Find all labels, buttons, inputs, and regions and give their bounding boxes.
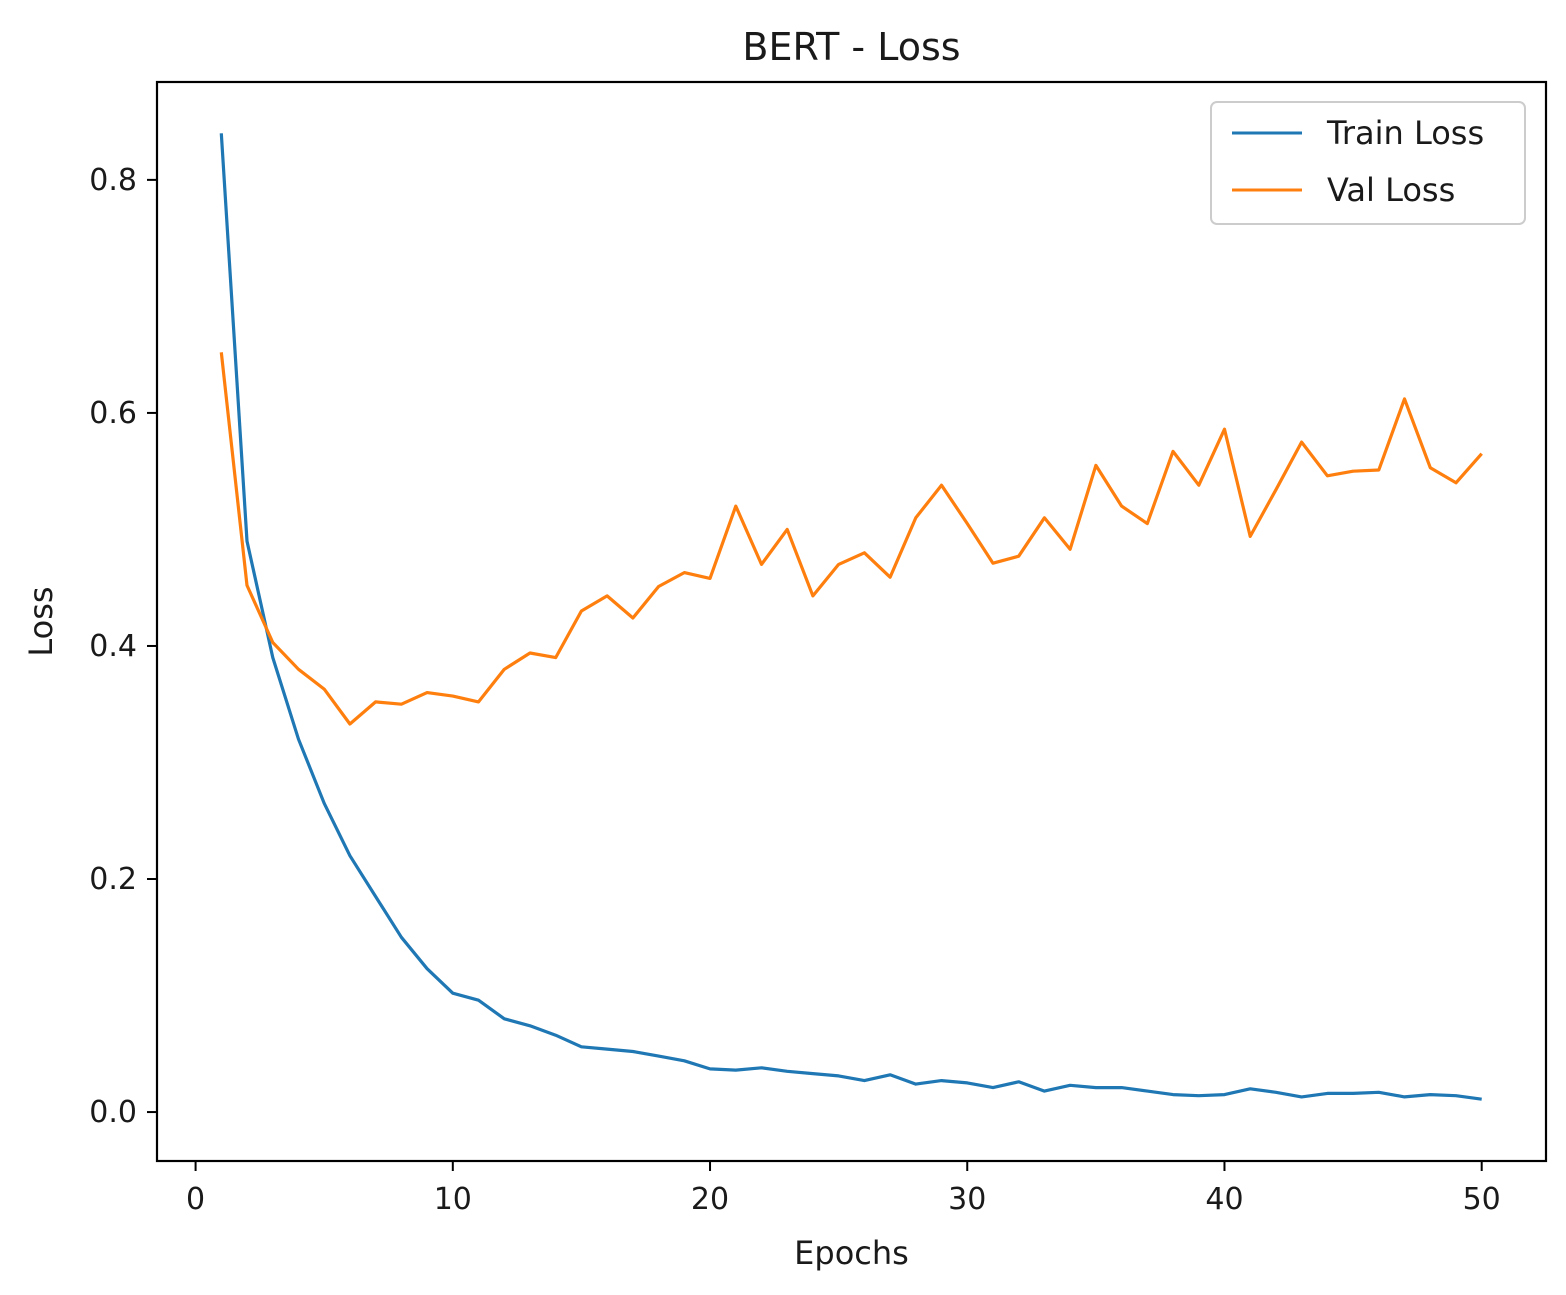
y-tick-label: 0.4 xyxy=(89,629,137,664)
legend-label-train-loss: Train Loss xyxy=(1326,114,1484,152)
y-tick-label: 0.8 xyxy=(89,163,137,198)
y-tick-label: 0.6 xyxy=(89,396,137,431)
y-axis-title: Loss xyxy=(22,586,60,656)
chart-title: BERT - Loss xyxy=(742,25,960,69)
y-tick-label: 0.0 xyxy=(89,1095,137,1130)
legend: Train Loss Val Loss xyxy=(1210,101,1526,225)
x-axis-title: Epochs xyxy=(794,1234,909,1272)
x-tick-label: 10 xyxy=(434,1182,472,1217)
y-tick-label: 0.2 xyxy=(89,862,137,897)
x-axis: 0 10 20 30 40 50 xyxy=(186,1161,1501,1217)
y-axis: 0.0 0.2 0.4 0.6 0.8 xyxy=(89,163,157,1130)
x-tick-label: 40 xyxy=(1205,1182,1243,1217)
x-tick-label: 20 xyxy=(691,1182,729,1217)
plot-frame xyxy=(155,80,1548,1163)
series-layer xyxy=(219,133,1483,1101)
legend-label-val-loss: Val Loss xyxy=(1327,171,1455,209)
x-tick-label: 50 xyxy=(1463,1182,1501,1217)
x-tick-label: 0 xyxy=(186,1182,205,1217)
series-line-train-loss xyxy=(219,133,1482,1101)
series-line-val-loss xyxy=(219,352,1483,726)
x-tick-label: 30 xyxy=(948,1182,986,1217)
